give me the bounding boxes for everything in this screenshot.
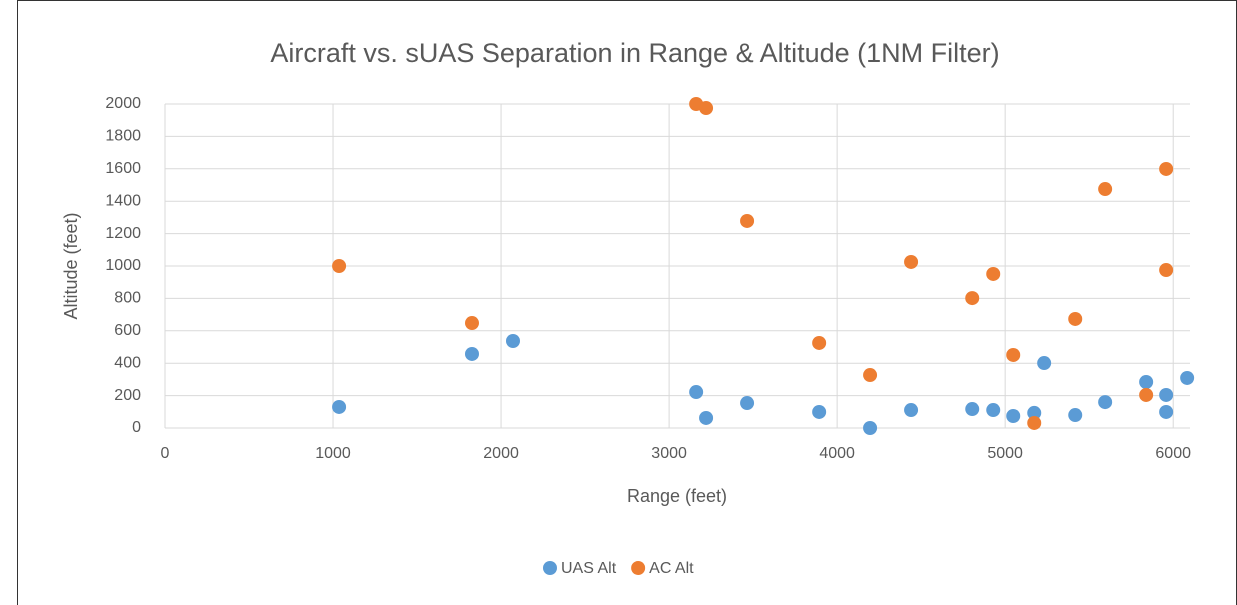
x-tick-label: 1000 — [315, 445, 351, 462]
point — [1098, 395, 1113, 410]
chart-border — [17, 0, 1237, 605]
x-tick-label: 6000 — [1155, 445, 1191, 462]
point — [740, 213, 755, 228]
point — [1139, 387, 1154, 402]
y-tick-label: 200 — [114, 387, 141, 404]
point — [1027, 415, 1042, 430]
point — [863, 421, 878, 435]
point — [1180, 370, 1195, 385]
point — [1027, 405, 1042, 420]
x-tick-label: 3000 — [651, 445, 687, 462]
y-tick-label: 2000 — [105, 95, 141, 112]
point — [332, 259, 347, 273]
point — [863, 368, 878, 383]
point — [904, 254, 919, 269]
y-tick-label: 1000 — [105, 257, 141, 274]
legend-label: AC Alt — [649, 560, 694, 577]
point — [505, 334, 520, 349]
x-tick-label: 2000 — [483, 445, 519, 462]
y-tick-label: 1400 — [105, 192, 141, 209]
y-axis-label: Altitude (feet) — [61, 212, 81, 319]
x-tick-label: 4000 — [819, 445, 855, 462]
point — [740, 396, 755, 411]
y-tick-label: 400 — [114, 354, 141, 371]
point — [986, 403, 1001, 418]
y-tick-label: 600 — [114, 322, 141, 339]
point — [1159, 263, 1174, 278]
point — [464, 346, 479, 361]
point — [689, 385, 704, 400]
point — [986, 266, 1001, 281]
point — [965, 402, 980, 417]
y-tick-label: 800 — [114, 290, 141, 307]
point — [1006, 347, 1021, 362]
y-tick-label: 1200 — [105, 225, 141, 242]
legend-label: UAS Alt — [561, 560, 617, 577]
point — [699, 101, 714, 116]
point — [904, 403, 919, 418]
point — [699, 410, 714, 425]
point — [464, 316, 479, 331]
point — [1139, 374, 1154, 389]
point — [1068, 408, 1083, 423]
point — [965, 291, 980, 306]
legend-marker — [543, 561, 557, 575]
chart-title: Aircraft vs. sUAS Separation in Range & … — [270, 38, 999, 68]
point — [1068, 311, 1083, 326]
point — [332, 399, 347, 414]
point — [812, 404, 827, 419]
point — [812, 335, 827, 350]
x-axis-label: Range (feet) — [627, 486, 727, 506]
point — [1006, 409, 1021, 424]
legend-marker — [631, 561, 646, 575]
y-tick-label: 1800 — [105, 128, 141, 145]
x-tick-label: 5000 — [987, 445, 1023, 462]
y-tick-label: 1600 — [105, 160, 141, 177]
point — [1159, 404, 1174, 419]
point — [1159, 161, 1174, 176]
point — [1159, 387, 1174, 402]
point — [1098, 182, 1113, 197]
point — [1037, 356, 1052, 371]
y-tick-label: 0 — [132, 419, 141, 436]
x-tick-label: 0 — [161, 445, 170, 462]
